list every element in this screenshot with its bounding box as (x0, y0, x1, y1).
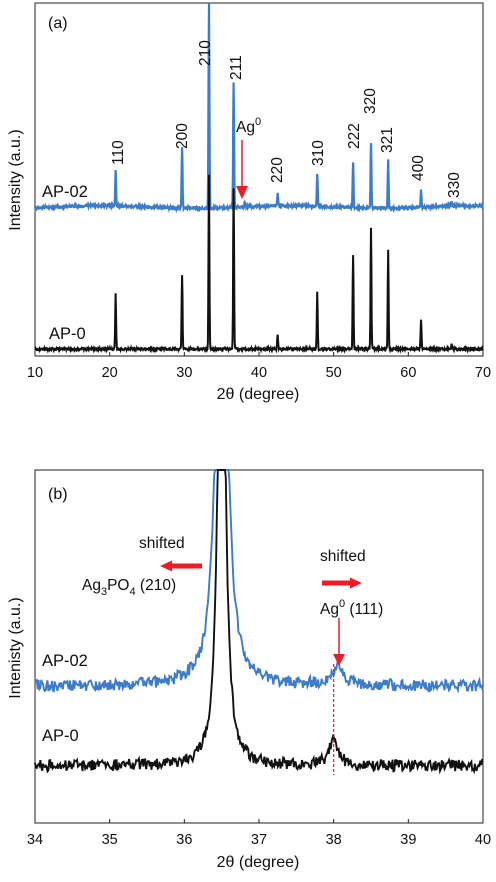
panel-a-series-label-ap02: AP-02 (42, 183, 88, 201)
peak-label-222: 222 (346, 123, 363, 149)
ag0-marker: Ag0 (236, 116, 261, 199)
peak-label-310: 310 (310, 140, 327, 166)
panel-a-x-tick-label: 40 (251, 365, 267, 381)
panel-b-x-axis-title: 2θ (degree) (217, 854, 300, 871)
panel-a-y-axis-title: Intensity (a.u.) (7, 129, 24, 230)
panel-b-label: (b) (48, 486, 68, 503)
panel-a-peak-labels: 110 200 210 211 220 310 222 320 321 400 … (110, 40, 463, 198)
peak-label-210: 210 (197, 40, 214, 66)
panel-a-x-ticks: 10 20 30 40 50 60 70 (27, 352, 491, 381)
peak-label-200: 200 (174, 123, 191, 149)
shifted-label-right: shifted (320, 548, 366, 565)
panel-a: (a) 10 20 30 40 50 60 70 2θ (degree) Intensity… (7, 2, 491, 403)
peak-label-211: 211 (228, 55, 245, 80)
panel-b-x-tick-label: 38 (326, 832, 342, 848)
panel-a-plot-area (33, 2, 485, 354)
panel-a-series-ap-02-line (33, 2, 485, 214)
peak-label-400: 400 (410, 155, 427, 181)
panel-b-x-tick-label: 35 (102, 832, 118, 848)
panel-b-x-tick-label: 37 (251, 832, 267, 848)
shift-arrow-left (160, 560, 202, 572)
panel-a-x-axis-title: 2θ (degree) (217, 386, 300, 403)
ag0-111-arrow-head (333, 654, 345, 666)
panel-a-x-tick-label: 50 (326, 365, 342, 381)
shifted-label-left: shifted (139, 535, 185, 552)
ag0-111-label: Ag0 (111) (320, 598, 383, 618)
panel-b-y-axis-title: Intenisty (a.u.) (7, 597, 24, 698)
ag0-marker-label: Ag0 (236, 116, 261, 136)
peak-label-110: 110 (110, 140, 127, 165)
shift-arrow-right (322, 577, 362, 589)
panel-b: (b) 34 35 36 37 38 39 40 2θ (degree) Intenisty… (7, 469, 491, 871)
panel-b-series-label-ap02: AP-02 (42, 652, 88, 670)
panel-b-x-tick-label: 40 (475, 832, 491, 848)
peak-label-320: 320 (362, 88, 379, 114)
panel-b-series-ap-02-line (34, 469, 484, 694)
panel-a-label: (a) (48, 15, 68, 32)
panel-a-x-tick-label: 60 (400, 365, 416, 381)
panel-a-x-tick-label: 70 (475, 365, 491, 381)
panel-a-series-ap-0-line (34, 174, 484, 354)
panel-b-frame (34, 469, 484, 824)
panel-b-x-tick-label: 34 (27, 832, 43, 848)
peak-label-330: 330 (446, 172, 463, 198)
panel-b-series-ap-0-line (34, 469, 484, 775)
panel-a-x-tick-label: 30 (176, 365, 192, 381)
peak-label-321: 321 (379, 127, 396, 153)
ag3po4-label: Ag3PO4 (210) (82, 577, 176, 598)
panel-a-series-label-ap0: AP-0 (49, 325, 86, 343)
peak-label-220: 220 (269, 157, 286, 183)
panel-b-x-ticks: 34 35 36 37 38 39 40 (27, 819, 491, 848)
ag0-arrow-head (236, 186, 248, 199)
panel-b-x-tick-label: 39 (400, 832, 416, 848)
panel-b-series-label-ap0: AP-0 (42, 727, 79, 745)
panel-b-plot-area (34, 469, 484, 775)
panel-b-x-tick-label: 36 (176, 832, 192, 848)
panel-a-x-tick-label: 10 (27, 365, 43, 381)
panel-a-x-tick-label: 20 (102, 365, 118, 381)
